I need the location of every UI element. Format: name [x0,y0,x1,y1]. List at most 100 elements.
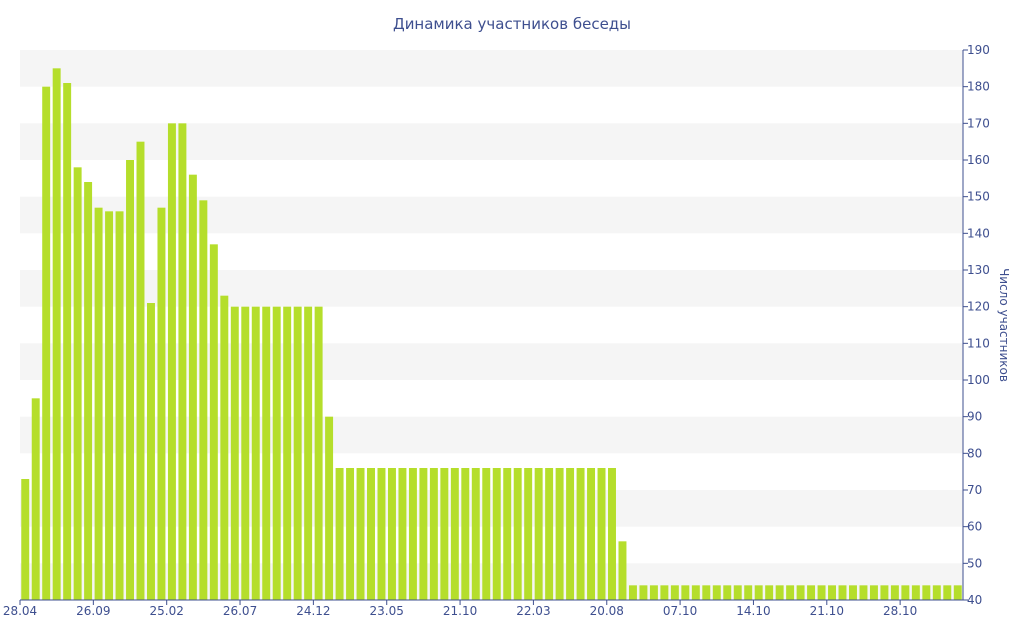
x-tick-label: 28.10 [883,604,917,618]
y-tick-label: 130 [967,263,990,277]
bar [775,585,784,600]
x-tick-label: 22.03 [516,604,550,618]
x-tick-label: 25.02 [150,604,184,618]
bar [220,295,229,600]
bar [387,468,396,600]
bar [262,306,271,600]
bar [953,585,962,600]
bar [21,479,30,600]
y-tick-label: 80 [967,446,982,460]
bar [712,585,721,600]
x-tick-label: 21.10 [443,604,477,618]
y-tick-label: 100 [967,373,990,387]
y-tick-label: 90 [967,410,982,424]
bar [639,585,648,600]
bar [241,306,250,600]
bar [880,585,889,600]
y-tick-label: 170 [967,116,990,130]
chart-title: Динамика участников беседы [393,15,631,33]
bar [450,468,459,600]
bar [691,585,700,600]
bar [136,141,145,601]
bar [503,468,512,600]
bar [377,468,386,600]
bar [534,468,543,600]
bar [283,306,292,600]
grid-band [20,123,963,160]
bar [922,585,931,600]
bar [807,585,816,600]
bar [146,303,155,600]
bar [733,585,742,600]
grid-bands [20,50,963,600]
bar [52,68,61,600]
bar [723,585,732,600]
bar [597,468,606,600]
y-tick-label: 40 [967,593,982,607]
bar [157,207,166,601]
bar [765,585,774,600]
y-tick-label: 150 [967,190,990,204]
y-tick-label: 160 [967,153,990,167]
bar [461,468,470,600]
bar [31,398,40,600]
bar [398,468,407,600]
bar [587,468,596,600]
x-tick-label: 20.08 [590,604,624,618]
bar [346,468,355,600]
bar [838,585,847,600]
bar [513,468,522,600]
bar [356,468,365,600]
bar [702,585,711,600]
bar [901,585,910,600]
bar-series [21,68,962,601]
x-tick-label: 14.10 [736,604,770,618]
bar [209,244,218,600]
bar [555,468,564,600]
bar [744,585,753,600]
bar [911,585,920,600]
y-tick-label: 70 [967,483,982,497]
bar [482,468,491,600]
y-tick-label: 60 [967,520,982,534]
bar [943,585,952,600]
bar [325,416,334,600]
bar [849,585,857,600]
bar [628,585,637,600]
bar [335,468,344,600]
bar [419,468,428,600]
bar [272,306,281,600]
grid-band [20,563,963,600]
bar [408,468,417,600]
y-tick-label: 140 [967,226,990,240]
bar [670,585,679,600]
bar [890,585,899,600]
bar [429,468,438,600]
y-tick-label: 50 [967,556,982,570]
y-tick-label: 110 [967,336,990,350]
x-tick-label: 26.09 [76,604,110,618]
bar [660,585,669,600]
x-tick-label: 24.12 [296,604,330,618]
bar [188,174,197,601]
bar [73,167,82,600]
bar [94,207,103,601]
bar [314,306,323,600]
bar [859,585,868,600]
grid-band [20,490,963,527]
grid-band [20,270,963,307]
bar [681,585,690,600]
bar [440,468,449,600]
y-axis-label: Число участников [997,268,1011,382]
bar [126,160,134,600]
x-tick-label: 07.10 [663,604,697,618]
bar [608,468,616,600]
bar [932,585,941,600]
bar [230,306,239,600]
bar [786,585,795,600]
x-tick-label: 26.07 [223,604,257,618]
bar [649,585,658,600]
x-axis-ticks: 28.04 26.09 25.02 26.07 24.12 23.05 21.10 22.03… [3,600,917,618]
bar [105,211,114,600]
